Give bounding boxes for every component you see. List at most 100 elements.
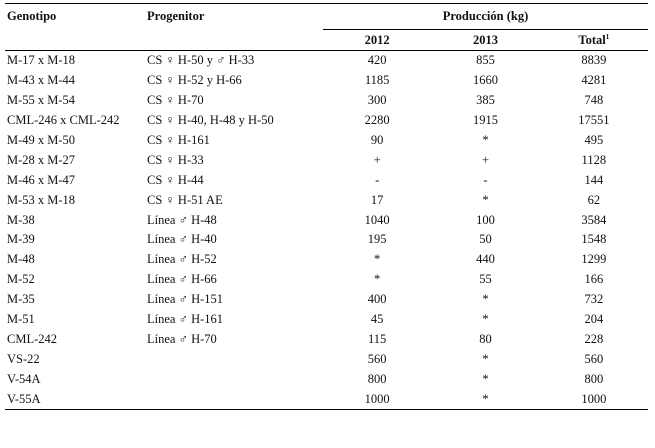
table-row: CML-242 Línea ♂ H-70 115 80 228 <box>5 329 648 349</box>
table-row: M-48 Línea ♂ H-52 * 440 1299 <box>5 250 648 270</box>
cell-2013: * <box>482 133 489 147</box>
cell-2012: 17 <box>370 192 384 207</box>
table-row: VS-22 560 * 560 <box>5 349 648 369</box>
table-row: M-53 x M-18 CS ♀ H-51 AE 17 * 62 <box>5 190 648 210</box>
cell-progenitor: Línea ♂ H-70 <box>147 331 217 346</box>
cell-2013: 385 <box>476 93 495 108</box>
cell-total: 144 <box>584 172 604 187</box>
table-row: M-43 x M-44 CS ♀ H-52 y H-66 1185 1660 4281 <box>5 71 648 91</box>
cell-total: 800 <box>584 371 604 386</box>
cell-genotipo: M-51 <box>7 312 35 327</box>
table-row: M-55 x M-54 CS ♀ H-70 300 385 748 <box>5 91 648 111</box>
cell-progenitor <box>147 349 323 369</box>
cell-progenitor: CS ♀ H-44 <box>147 172 204 187</box>
cell-total: 732 <box>584 292 604 307</box>
cell-progenitor: CS ♀ H-52 y H-66 <box>147 73 242 88</box>
cell-2012: 1040 <box>364 212 390 227</box>
cell-2013: 855 <box>431 49 540 71</box>
cell-total: 495 <box>584 133 604 147</box>
cell-2012: 90 <box>370 133 384 147</box>
cell-2012: 560 <box>367 351 387 366</box>
cell-2012: 2280 <box>364 113 390 128</box>
cell-genotipo: M-52 <box>7 272 35 287</box>
cell-2012: 1185 <box>364 73 390 88</box>
header-spacer <box>5 30 147 51</box>
header-produccion: Producción (kg) <box>323 3 648 30</box>
cell-2012: 1000 <box>323 389 432 411</box>
table-body: M-17 x M-18 CS ♀ H-50 y ♂ H-33 420 855 8839 M… <box>5 49 648 411</box>
cell-total: 166 <box>584 272 604 287</box>
production-table: Genotipo Progenitor Producción (kg) 2012… <box>5 3 648 411</box>
cell-total: 62 <box>587 192 601 207</box>
cell-total: 1548 <box>581 232 607 247</box>
cell-genotipo: M-38 <box>7 212 35 227</box>
cell-genotipo: M-35 <box>7 292 35 307</box>
cell-2013: * <box>482 371 489 386</box>
cell-2013: * <box>482 192 489 207</box>
table-row: M-46 x M-47 CS ♀ H-44 - - 144 <box>5 170 648 190</box>
table-row: M-49 x M-50 CS ♀ H-161 90 * 495 <box>5 131 648 151</box>
cell-2012: + <box>373 152 381 167</box>
cell-2013: * <box>482 351 489 366</box>
cell-progenitor: Línea ♂ H-66 <box>147 272 217 287</box>
table-row: M-35 Línea ♂ H-151 400 * 732 <box>5 290 648 310</box>
cell-genotipo: M-49 x M-50 <box>7 133 76 147</box>
table-row: V-54A 800 * 800 <box>5 369 648 389</box>
cell-2013: 1915 <box>472 113 498 128</box>
cell-2013: 50 <box>479 232 492 247</box>
cell-total: 4281 <box>581 73 607 88</box>
table-row: M-39 Línea ♂ H-40 195 50 1548 <box>5 230 648 250</box>
cell-2013: * <box>431 389 540 411</box>
cell-progenitor: Línea ♂ H-161 <box>147 312 224 327</box>
cell-total: 204 <box>584 312 604 327</box>
header-year-2012: 2012 <box>364 32 390 47</box>
cell-total: 748 <box>584 93 604 108</box>
cell-progenitor: CS ♀ H-33 <box>147 152 204 167</box>
cell-genotipo: M-39 <box>7 232 35 247</box>
cell-genotipo: M-43 x M-44 <box>7 73 76 88</box>
cell-genotipo: CML-242 <box>7 331 57 346</box>
table-row: V-55A 1000 * 1000 <box>5 389 648 411</box>
cell-2013: * <box>482 312 489 327</box>
table-row: M-52 Línea ♂ H-66 * 55 166 <box>5 270 648 290</box>
header-total-label: Total <box>578 32 606 47</box>
cell-total: 1000 <box>539 389 648 411</box>
cell-2013: 440 <box>476 252 495 267</box>
cell-total: 17551 <box>578 113 610 128</box>
header-total-footnote: 1 <box>605 32 610 41</box>
cell-2012: 115 <box>368 331 387 346</box>
cell-2012: * <box>374 252 381 267</box>
cell-progenitor: CS ♀ H-70 <box>147 93 204 108</box>
cell-progenitor: CS ♀ H-161 <box>147 133 210 147</box>
cell-2012: 400 <box>367 292 387 307</box>
cell-total: 560 <box>584 351 604 366</box>
cell-genotipo: CML-246 x CML-242 <box>7 113 120 128</box>
cell-2012: 300 <box>367 93 387 108</box>
cell-2013: 1660 <box>472 73 498 88</box>
cell-2013: + <box>481 152 490 167</box>
table-row: M-17 x M-18 CS ♀ H-50 y ♂ H-33 420 855 8839 <box>5 49 648 71</box>
table-row: M-28 x M-27 CS ♀ H-33 + +1128 <box>5 150 648 170</box>
cell-progenitor: CS ♀ H-40, H-48 y H-50 <box>147 113 274 128</box>
header-genotipo: Genotipo <box>5 3 147 30</box>
cell-total: 3584 <box>581 212 607 227</box>
cell-genotipo: M-46 x M-47 <box>7 172 76 187</box>
cell-2013: 80 <box>479 331 492 346</box>
table-header: Genotipo Progenitor Producción (kg) 2012… <box>5 3 648 51</box>
cell-genotipo: VS-22 <box>7 351 40 366</box>
cell-progenitor: Línea ♂ H-151 <box>147 292 224 307</box>
table-row: M-38 Línea ♂ H-48 1040 100 3584 <box>5 210 648 230</box>
cell-progenitor <box>147 389 323 411</box>
cell-genotipo: M-17 x M-18 <box>5 49 147 71</box>
header-progenitor: Progenitor <box>147 3 323 30</box>
cell-progenitor: CS ♀ H-50 y ♂ H-33 <box>147 49 323 71</box>
cell-genotipo: V-55A <box>5 389 147 411</box>
cell-2013: - <box>483 172 488 187</box>
cell-progenitor <box>147 369 323 389</box>
cell-progenitor: CS ♀ H-51 AE <box>147 192 223 207</box>
cell-genotipo: M-55 x M-54 <box>7 93 76 108</box>
table-row: CML-246 x CML-242 CS ♀ H-40, H-48 y H-50 2… <box>5 111 648 131</box>
cell-2013: 100 <box>476 212 495 227</box>
header-row-top: Genotipo Progenitor Producción (kg) <box>5 3 648 30</box>
cell-total: 8839 <box>539 49 648 71</box>
